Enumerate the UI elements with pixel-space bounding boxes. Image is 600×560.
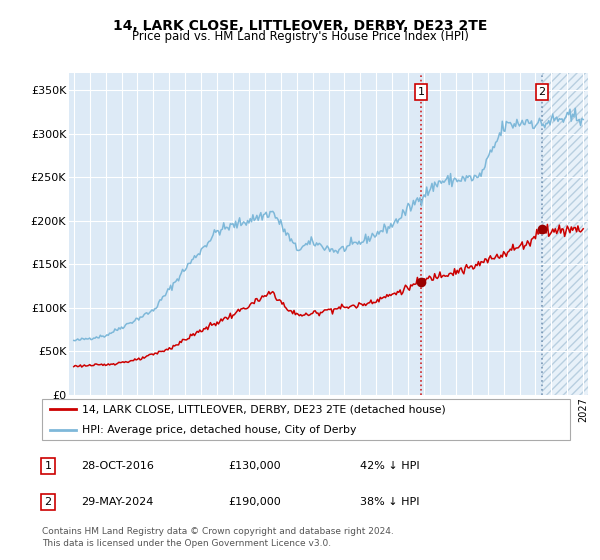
- Text: 2: 2: [538, 87, 545, 97]
- Text: 14, LARK CLOSE, LITTLEOVER, DERBY, DE23 2TE: 14, LARK CLOSE, LITTLEOVER, DERBY, DE23 …: [113, 18, 487, 32]
- Text: 2: 2: [44, 497, 52, 507]
- Text: Contains HM Land Registry data © Crown copyright and database right 2024.: Contains HM Land Registry data © Crown c…: [42, 528, 394, 536]
- Text: 1: 1: [44, 461, 52, 471]
- Text: £190,000: £190,000: [228, 497, 281, 507]
- Text: This data is licensed under the Open Government Licence v3.0.: This data is licensed under the Open Gov…: [42, 539, 331, 548]
- Bar: [542, 73, 588, 395]
- Text: Price paid vs. HM Land Registry's House Price Index (HPI): Price paid vs. HM Land Registry's House …: [131, 30, 469, 44]
- Text: 28-OCT-2016: 28-OCT-2016: [81, 461, 154, 471]
- FancyBboxPatch shape: [42, 399, 570, 440]
- Text: 38% ↓ HPI: 38% ↓ HPI: [360, 497, 419, 507]
- Text: 42% ↓ HPI: 42% ↓ HPI: [360, 461, 419, 471]
- Text: 14, LARK CLOSE, LITTLEOVER, DERBY, DE23 2TE (detached house): 14, LARK CLOSE, LITTLEOVER, DERBY, DE23 …: [82, 404, 445, 414]
- Text: 1: 1: [418, 87, 425, 97]
- Text: £130,000: £130,000: [228, 461, 281, 471]
- Text: HPI: Average price, detached house, City of Derby: HPI: Average price, detached house, City…: [82, 424, 356, 435]
- Text: 29-MAY-2024: 29-MAY-2024: [81, 497, 154, 507]
- Bar: [542, 73, 588, 395]
